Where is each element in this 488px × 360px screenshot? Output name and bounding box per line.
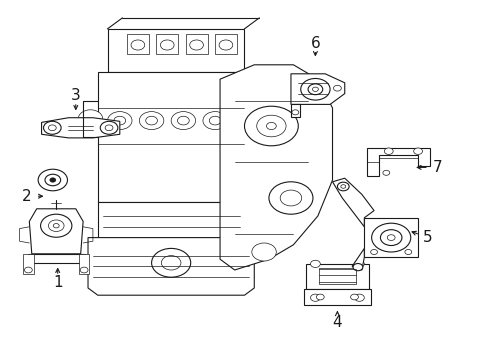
Circle shape	[382, 170, 389, 175]
Circle shape	[177, 116, 189, 125]
Circle shape	[50, 178, 56, 182]
Polygon shape	[98, 72, 244, 202]
Circle shape	[354, 294, 364, 301]
Circle shape	[161, 256, 181, 270]
Polygon shape	[364, 218, 417, 257]
Circle shape	[354, 260, 364, 267]
Bar	[290, 104, 299, 117]
Circle shape	[43, 121, 61, 134]
Circle shape	[300, 78, 329, 100]
Polygon shape	[366, 148, 429, 176]
Polygon shape	[220, 65, 332, 270]
Circle shape	[151, 248, 190, 277]
Polygon shape	[41, 118, 120, 138]
Circle shape	[53, 224, 59, 228]
Text: 3: 3	[71, 88, 81, 103]
Circle shape	[189, 40, 203, 50]
Text: 1: 1	[53, 275, 62, 290]
Text: 5: 5	[422, 230, 432, 245]
Circle shape	[371, 223, 410, 252]
Circle shape	[337, 182, 348, 191]
Bar	[156, 34, 178, 54]
Circle shape	[291, 110, 298, 115]
Circle shape	[333, 85, 341, 91]
Circle shape	[352, 264, 362, 271]
Circle shape	[370, 249, 377, 255]
Circle shape	[114, 116, 125, 125]
Circle shape	[38, 169, 67, 191]
Polygon shape	[28, 254, 84, 263]
Text: 2: 2	[22, 189, 32, 204]
Text: 4: 4	[332, 315, 342, 330]
Polygon shape	[351, 248, 364, 270]
Bar	[304, 289, 370, 305]
Polygon shape	[107, 29, 244, 72]
Circle shape	[350, 294, 358, 300]
Polygon shape	[29, 209, 83, 254]
Circle shape	[413, 148, 422, 154]
Circle shape	[380, 230, 401, 246]
Circle shape	[244, 106, 298, 146]
Text: 6: 6	[310, 36, 320, 51]
Bar	[305, 264, 368, 289]
Polygon shape	[290, 74, 344, 104]
Circle shape	[45, 174, 61, 186]
Circle shape	[404, 249, 411, 255]
Circle shape	[145, 116, 157, 125]
Circle shape	[251, 243, 276, 261]
Circle shape	[48, 220, 64, 231]
Circle shape	[209, 116, 221, 125]
Circle shape	[268, 182, 312, 214]
Circle shape	[160, 40, 174, 50]
Text: 7: 7	[432, 160, 442, 175]
Circle shape	[312, 87, 318, 91]
Bar	[79, 254, 89, 274]
Bar	[127, 34, 149, 54]
Circle shape	[307, 84, 322, 95]
Circle shape	[340, 185, 345, 188]
Circle shape	[131, 40, 144, 50]
Circle shape	[80, 267, 88, 273]
Circle shape	[280, 190, 301, 206]
Circle shape	[386, 235, 394, 240]
Circle shape	[107, 112, 132, 130]
Circle shape	[219, 40, 232, 50]
Circle shape	[384, 148, 392, 154]
Circle shape	[310, 260, 320, 267]
Circle shape	[310, 294, 320, 301]
Polygon shape	[98, 202, 244, 238]
Circle shape	[78, 110, 102, 128]
Polygon shape	[332, 178, 373, 227]
Circle shape	[316, 294, 324, 300]
Circle shape	[171, 112, 195, 130]
Circle shape	[24, 267, 32, 273]
Bar	[185, 34, 207, 54]
Circle shape	[203, 112, 227, 130]
Bar	[318, 268, 355, 284]
Circle shape	[139, 112, 163, 130]
Circle shape	[256, 115, 285, 137]
Bar	[215, 34, 237, 54]
Circle shape	[100, 121, 118, 134]
Polygon shape	[88, 238, 254, 295]
Circle shape	[105, 125, 113, 131]
Circle shape	[48, 125, 56, 131]
Bar	[23, 254, 34, 274]
Circle shape	[41, 214, 72, 237]
Circle shape	[266, 122, 276, 130]
